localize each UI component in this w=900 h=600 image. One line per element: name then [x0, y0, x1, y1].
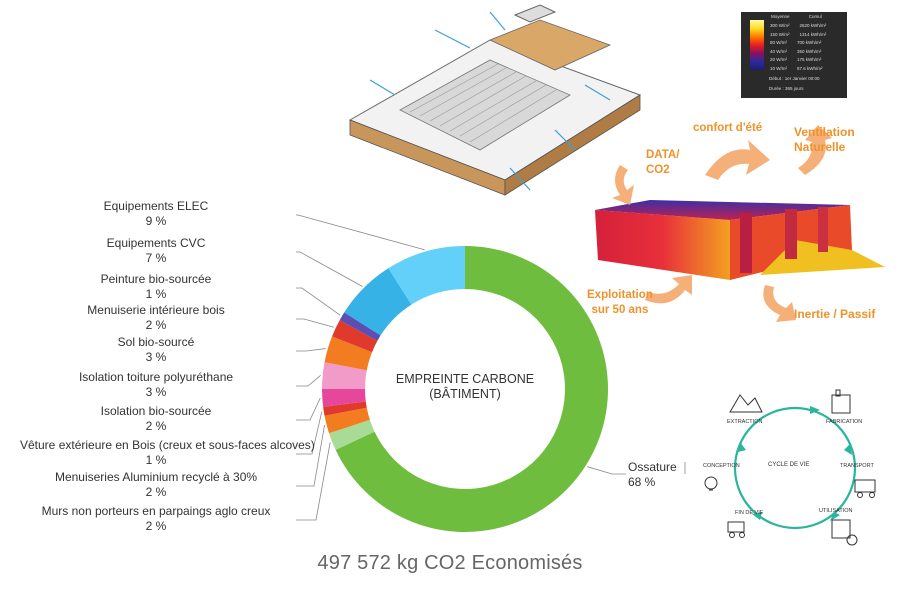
co2-saved-total: 497 572 kg CO2 Economisés	[317, 552, 583, 574]
slice-label: Menuiseries Aluminium recyclé à 30% 2 %	[54, 470, 258, 499]
legend-row: 20 W/m² 175 kWh/m²	[770, 57, 822, 63]
slice-label: Equipements CVC 7 %	[106, 236, 206, 265]
donut-slice	[322, 389, 366, 407]
slice-label: Ossature 68 %	[628, 460, 677, 489]
exploitation-label: Exploitation sur 50 ans	[587, 289, 653, 316]
confort-ete-label: confort d'été	[693, 122, 763, 134]
leader-line	[587, 466, 626, 475]
legend-header-avg: Moyenne	[771, 14, 790, 19]
legend-row: 40 W/m² 350 kWh/m²	[770, 48, 822, 54]
data-co2-label: DATA/ CO2	[646, 149, 680, 176]
donut-slice	[328, 419, 375, 450]
donut-center-label: EMPREINTE CARBONE (BÂTIMENT)	[395, 372, 535, 401]
legend-row: 10 W/m² 87.6 kWh/m²	[770, 66, 823, 71]
donut-slice	[344, 268, 412, 336]
slice-label: Vêture extérieure en Bois (creux et sous…	[20, 438, 315, 467]
slice-label: Murs non porteurs en parpaings aglo creu…	[41, 504, 271, 533]
leader-line	[296, 287, 341, 316]
legend-duree: Durée : 365 jours	[769, 86, 804, 91]
thermal-legend-panel: Moyenne Cumul 300 W/m² 2620 kWh/m² 150 W/m…	[741, 12, 847, 98]
legend-header-cum: Cumul	[808, 14, 822, 19]
donut-slice	[339, 312, 381, 341]
leader-line	[296, 411, 323, 455]
slice-label: Equipements ELEC 9 %	[103, 199, 209, 228]
donut-slice	[335, 246, 609, 532]
leader-line	[296, 442, 331, 521]
cycle-step-extraction: EXTRACTION	[727, 419, 763, 425]
slice-label: Sol bio-sourcé 3 %	[117, 335, 195, 364]
donut-slice	[324, 407, 370, 434]
life-cycle-diagram	[704, 389, 876, 546]
cycle-step-transport: TRANSPORT	[840, 463, 874, 469]
thermal-building-render	[595, 200, 885, 280]
leader-line	[296, 424, 325, 487]
cycle-step-fin-de-vie: FIN DE VIE	[735, 510, 764, 516]
slice-label: Isolation toiture polyuréthane 3 %	[78, 370, 234, 399]
cycle-step-conception: CONCEPTION	[703, 463, 740, 469]
leader-line	[296, 397, 321, 421]
leader-line	[296, 251, 363, 287]
cycle-step-utilisation: UTILISATION	[819, 508, 853, 514]
legend-row: 80 W/m² 700 kWh/m²	[770, 40, 822, 46]
cycle-title: CYCLE DE VIE	[768, 462, 810, 468]
ventilation-label: Ventilation Naturelle	[794, 125, 855, 154]
process-arrows	[612, 125, 832, 322]
donut-slice	[323, 401, 367, 416]
leader-line	[296, 348, 326, 352]
donut-slice	[324, 336, 373, 371]
thermal-color-scale	[750, 20, 764, 70]
legend-debut: Début : 1er Janvier 00:00	[769, 76, 820, 81]
donut-slice	[332, 320, 378, 353]
legend-row: 300 W/m² 2620 kWh/m²	[770, 23, 827, 28]
donut-slice	[322, 362, 367, 389]
leader-line	[296, 375, 321, 387]
slice-label: Isolation bio-sourcée 2 %	[100, 404, 212, 433]
inertie-label: Inertie / Passif	[794, 307, 876, 321]
cycle-step-fabrication: FABRICATION	[826, 419, 863, 425]
leader-line	[296, 318, 334, 328]
donut-slice	[388, 246, 465, 305]
legend-row: 150 W/m² 1314 kWh/m²	[770, 31, 827, 37]
slice-label: Menuiserie intérieure bois 2 %	[87, 303, 225, 332]
slice-label: Peinture bio-sourcée 1 %	[100, 272, 212, 301]
building-isometric-illustration	[348, 4, 642, 196]
leader-line	[296, 214, 425, 251]
